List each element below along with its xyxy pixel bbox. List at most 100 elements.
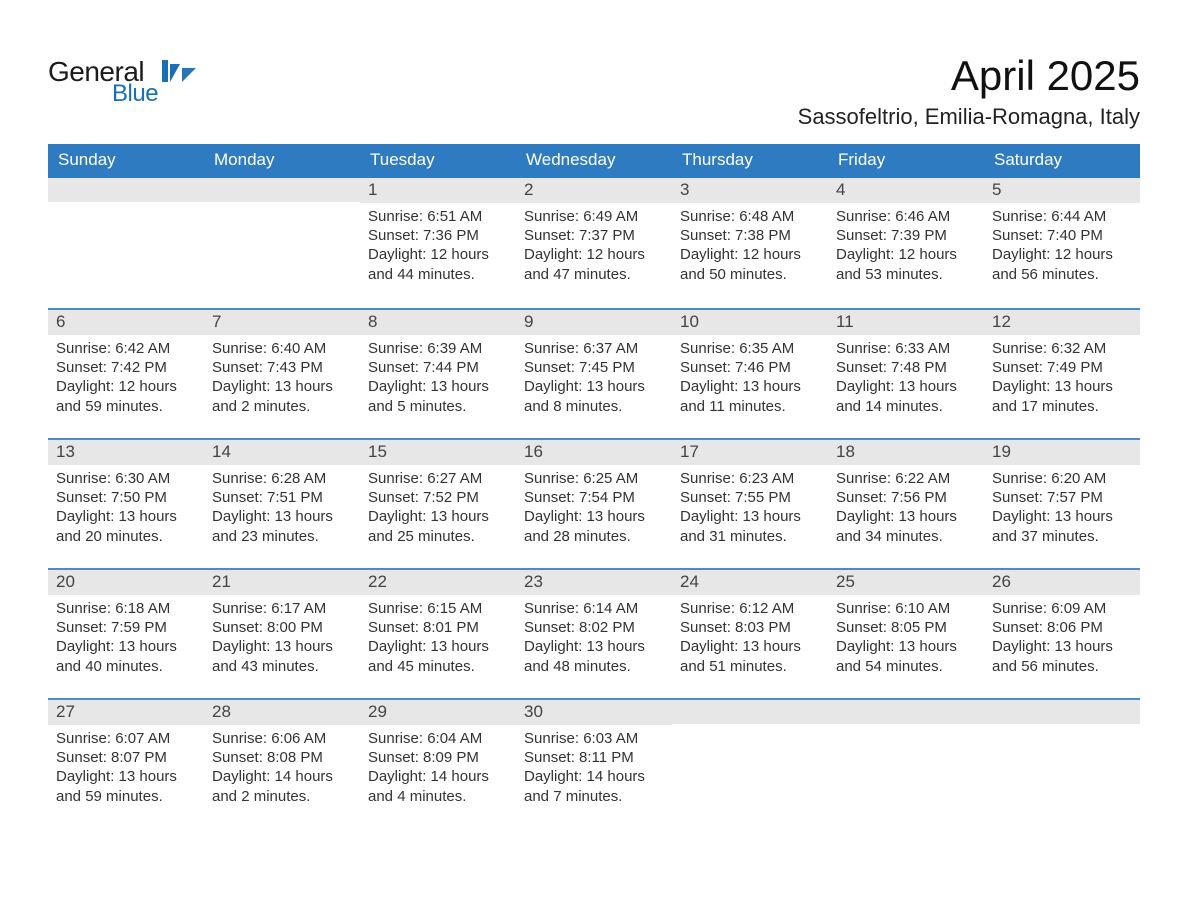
weekday-header: Sunday (48, 144, 204, 178)
daylight-line: Daylight: 13 hours and 14 minutes. (836, 377, 976, 415)
sunset-line: Sunset: 7:36 PM (368, 226, 508, 245)
page-title: April 2025 (798, 52, 1140, 100)
daynum-row: 26 (984, 570, 1140, 595)
daylight-line: Daylight: 13 hours and 11 minutes. (680, 377, 820, 415)
calendar-week: 1 Sunrise: 6:51 AMSunset: 7:36 PMDaylight… (48, 178, 1140, 308)
day-details: Sunrise: 6:14 AMSunset: 8:02 PMDaylight:… (524, 599, 664, 676)
calendar-day: 8Sunrise: 6:39 AMSunset: 7:44 PMDaylight… (360, 310, 516, 424)
weekday-header: Tuesday (360, 144, 516, 178)
calendar-day-blank (48, 178, 204, 294)
day-details: Sunrise: 6:12 AMSunset: 8:03 PMDaylight:… (680, 599, 820, 676)
day-number: 3 (680, 180, 689, 199)
daylight-line: Daylight: 13 hours and 51 minutes. (680, 637, 820, 675)
day-details: Sunrise: 6:27 AMSunset: 7:52 PMDaylight:… (368, 469, 508, 546)
daynum-row: 4 (828, 178, 984, 203)
sunset-line: Sunset: 8:00 PM (212, 618, 352, 637)
calendar-day: 27Sunrise: 6:07 AMSunset: 8:07 PMDayligh… (48, 700, 204, 814)
header: General Blue April 2025 Sassofeltrio, Em… (48, 32, 1140, 130)
day-details: Sunrise: 6:28 AMSunset: 7:51 PMDaylight:… (212, 469, 352, 546)
weekday-header: Thursday (672, 144, 828, 178)
daynum-row: 9 (516, 310, 672, 335)
sunrise-line: Sunrise: 6:14 AM (524, 599, 664, 618)
daynum-row: 20 (48, 570, 204, 595)
weekday-header: Wednesday (516, 144, 672, 178)
daylight-line: Daylight: 12 hours and 56 minutes. (992, 245, 1132, 283)
daylight-line: Daylight: 12 hours and 53 minutes. (836, 245, 976, 283)
day-details: Sunrise: 6:37 AMSunset: 7:45 PMDaylight:… (524, 339, 664, 416)
day-number: 1 (368, 180, 377, 199)
day-number: 26 (992, 572, 1011, 591)
calendar-day: 12 Sunrise: 6:32 AMSunset: 7:49 PMDayligh… (984, 310, 1140, 424)
calendar-day: 13 Sunrise: 6:30 AMSunset: 7:50 PMDayligh… (48, 440, 204, 554)
daynum-row (828, 700, 984, 724)
day-number: 12 (992, 312, 1011, 331)
sunset-line: Sunset: 7:44 PM (368, 358, 508, 377)
calendar-day: 9 Sunrise: 6:37 AMSunset: 7:45 PMDaylight… (516, 310, 672, 424)
daynum-row: 1 (360, 178, 516, 203)
logo-line2: Blue (112, 82, 158, 106)
day-details: Sunrise: 6:20 AMSunset: 7:57 PMDaylight:… (992, 469, 1132, 546)
flag-icon (162, 60, 198, 86)
sunset-line: Sunset: 8:07 PM (56, 748, 196, 767)
calendar-day: 28 Sunrise: 6:06 AMSunset: 8:08 PMDayligh… (204, 700, 360, 814)
day-number: 9 (524, 312, 533, 331)
daynum-row: 29 (360, 700, 516, 725)
day-number: 28 (212, 702, 231, 721)
sunrise-line: Sunrise: 6:17 AM (212, 599, 352, 618)
sunset-line: Sunset: 7:50 PM (56, 488, 196, 507)
day-number: 6 (56, 312, 65, 331)
day-details: Sunrise: 6:32 AMSunset: 7:49 PMDaylight:… (992, 339, 1132, 416)
sunset-line: Sunset: 7:51 PM (212, 488, 352, 507)
sunrise-line: Sunrise: 6:44 AM (992, 207, 1132, 226)
day-number: 7 (212, 312, 221, 331)
sunrise-line: Sunrise: 6:03 AM (524, 729, 664, 748)
daylight-line: Daylight: 13 hours and 48 minutes. (524, 637, 664, 675)
day-details: Sunrise: 6:51 AMSunset: 7:36 PMDaylight:… (368, 207, 508, 284)
sunset-line: Sunset: 7:43 PM (212, 358, 352, 377)
sunset-line: Sunset: 8:03 PM (680, 618, 820, 637)
day-details: Sunrise: 6:49 AMSunset: 7:37 PMDaylight:… (524, 207, 664, 284)
daylight-line: Daylight: 13 hours and 56 minutes. (992, 637, 1132, 675)
daynum-row: 19 (984, 440, 1140, 465)
sunset-line: Sunset: 8:08 PM (212, 748, 352, 767)
sunrise-line: Sunrise: 6:09 AM (992, 599, 1132, 618)
day-number: 25 (836, 572, 855, 591)
day-details: Sunrise: 6:30 AMSunset: 7:50 PMDaylight:… (56, 469, 196, 546)
daylight-line: Daylight: 13 hours and 28 minutes. (524, 507, 664, 545)
daynum-row (672, 700, 828, 724)
daynum-row: 13 (48, 440, 204, 465)
daylight-line: Daylight: 13 hours and 31 minutes. (680, 507, 820, 545)
calendar-day: 5Sunrise: 6:44 AMSunset: 7:40 PMDaylight… (984, 178, 1140, 294)
calendar-weeks: 1 Sunrise: 6:51 AMSunset: 7:36 PMDaylight… (48, 178, 1140, 828)
daylight-line: Daylight: 12 hours and 59 minutes. (56, 377, 196, 415)
day-number: 11 (836, 312, 854, 331)
day-number: 4 (836, 180, 845, 199)
sunset-line: Sunset: 7:52 PM (368, 488, 508, 507)
daylight-line: Daylight: 13 hours and 5 minutes. (368, 377, 508, 415)
calendar-day: 4Sunrise: 6:46 AMSunset: 7:39 PMDaylight… (828, 178, 984, 294)
daynum-row: 21 (204, 570, 360, 595)
calendar-day: 3Sunrise: 6:48 AMSunset: 7:38 PMDaylight… (672, 178, 828, 294)
daynum-row: 23 (516, 570, 672, 595)
sunset-line: Sunset: 7:49 PM (992, 358, 1132, 377)
day-details: Sunrise: 6:06 AMSunset: 8:08 PMDaylight:… (212, 729, 352, 806)
daylight-line: Daylight: 13 hours and 20 minutes. (56, 507, 196, 545)
sunrise-line: Sunrise: 6:46 AM (836, 207, 976, 226)
calendar-day: 18Sunrise: 6:22 AMSunset: 7:56 PMDayligh… (828, 440, 984, 554)
day-details: Sunrise: 6:25 AMSunset: 7:54 PMDaylight:… (524, 469, 664, 546)
calendar-day-blank (984, 700, 1140, 814)
sunrise-line: Sunrise: 6:22 AM (836, 469, 976, 488)
weekday-header: Saturday (984, 144, 1140, 178)
sunset-line: Sunset: 7:45 PM (524, 358, 664, 377)
sunrise-line: Sunrise: 6:39 AM (368, 339, 508, 358)
day-number: 2 (524, 180, 533, 199)
weekday-header-row: SundayMondayTuesdayWednesdayThursdayFrid… (48, 144, 1140, 178)
daylight-line: Daylight: 13 hours and 2 minutes. (212, 377, 352, 415)
calendar-day: 19 Sunrise: 6:20 AMSunset: 7:57 PMDayligh… (984, 440, 1140, 554)
sunrise-line: Sunrise: 6:25 AM (524, 469, 664, 488)
day-details: Sunrise: 6:39 AMSunset: 7:44 PMDaylight:… (368, 339, 508, 416)
day-details: Sunrise: 6:42 AMSunset: 7:42 PMDaylight:… (56, 339, 196, 416)
calendar-day-blank (204, 178, 360, 294)
sunset-line: Sunset: 8:02 PM (524, 618, 664, 637)
calendar-day: 29Sunrise: 6:04 AMSunset: 8:09 PMDayligh… (360, 700, 516, 814)
